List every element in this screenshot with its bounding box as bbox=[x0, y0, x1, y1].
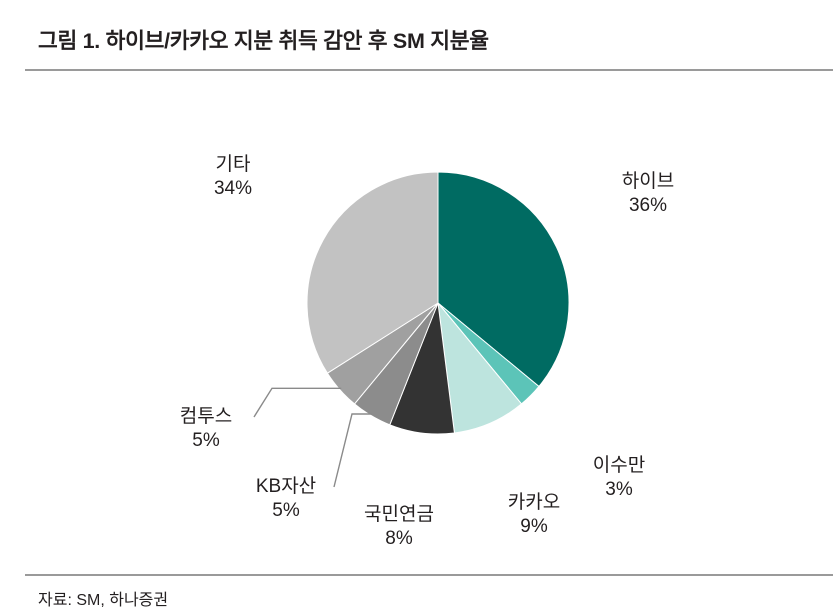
pie-slice-label: 이수만 3% bbox=[569, 454, 669, 503]
pie-slice-group bbox=[306, 171, 570, 435]
source-divider bbox=[25, 574, 833, 576]
page-title: 그림 1. 하이브/카카오 지분 취득 감안 후 SM 지분율 bbox=[38, 29, 489, 53]
pie-slice-label-value: 5% bbox=[192, 430, 220, 452]
pie-slice-label-value: 34% bbox=[213, 178, 253, 200]
pie-slice-label: 기타 34% bbox=[183, 153, 283, 202]
pie-slice-label-name: 기타 bbox=[215, 154, 251, 175]
pie-slice-label-name: 하이브 bbox=[621, 171, 675, 192]
pie-slice-label: 국민연금 8% bbox=[349, 503, 449, 552]
pie-chart-svg bbox=[253, 171, 570, 488]
pie-slice-label-name: 국민연금 bbox=[364, 504, 434, 525]
pie-slice-label: 하이브 36% bbox=[598, 170, 698, 219]
title-divider bbox=[25, 69, 833, 71]
pie-slice-label-name: 카카오 bbox=[507, 492, 561, 513]
leader-line bbox=[253, 387, 342, 418]
pie-slice[interactable] bbox=[306, 171, 439, 374]
pie-slice-label-value: 8% bbox=[385, 528, 413, 550]
pie-slice-label: KB자산 5% bbox=[236, 475, 336, 524]
source-note: 자료: SM, 하나증권 bbox=[38, 592, 169, 609]
pie-slice-label-value: 9% bbox=[520, 516, 548, 538]
pie-slice-label-name: KB자산 bbox=[255, 476, 317, 497]
pie-slice-label: 컴투스 5% bbox=[156, 405, 256, 454]
leader-line-group bbox=[253, 387, 373, 488]
pie-slice-label-name: 이수만 bbox=[592, 455, 646, 476]
pie-slice-label-value: 36% bbox=[628, 195, 668, 217]
pie-slice-label: 카카오 9% bbox=[484, 491, 584, 540]
pie-slice-label-name: 컴투스 bbox=[179, 406, 233, 427]
pie-slice-label-value: 5% bbox=[272, 500, 300, 522]
leader-line bbox=[333, 413, 373, 488]
pie-chart: 하이브 36% 이수만 3% 카카오 9% 국민연금 8% KB자산 5% 컴투스 5% 기타 34% bbox=[0, 78, 833, 570]
pie-slice[interactable] bbox=[437, 171, 570, 388]
pie-slice-label-value: 3% bbox=[605, 479, 633, 501]
